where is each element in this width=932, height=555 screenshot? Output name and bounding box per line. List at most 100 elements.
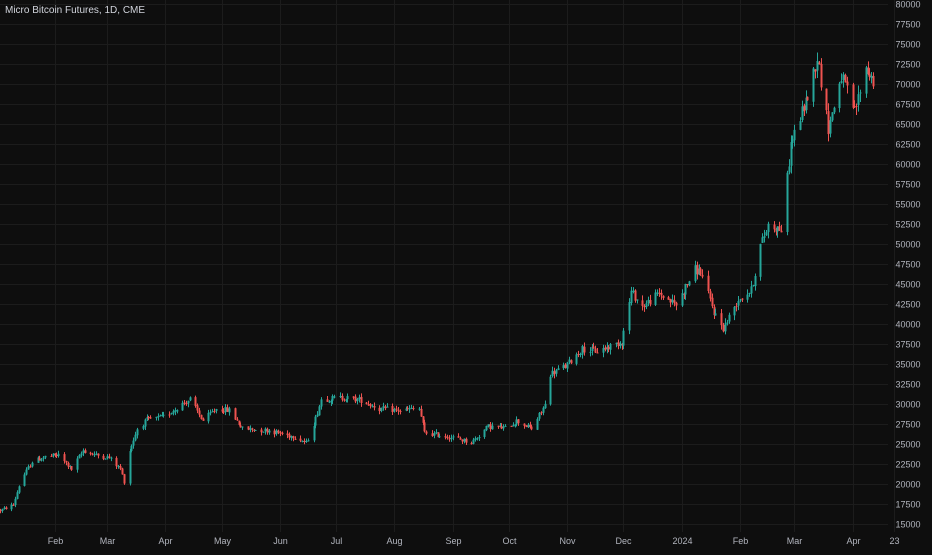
candle-body xyxy=(791,139,794,143)
candle-body xyxy=(857,94,860,105)
candle-body xyxy=(174,409,177,412)
candle-body xyxy=(10,504,13,510)
candle-body xyxy=(805,97,808,111)
candle-body xyxy=(12,504,15,506)
price-tick-label: 67500 xyxy=(895,100,920,110)
candle-body xyxy=(750,286,753,294)
candle-body xyxy=(16,492,19,499)
candle-body xyxy=(67,462,70,467)
time-tick-label: Mar xyxy=(100,536,116,546)
candle-body xyxy=(470,443,473,445)
candle-body xyxy=(699,268,702,275)
candle-body xyxy=(147,417,150,419)
candle-body xyxy=(405,408,408,411)
candle-body xyxy=(290,436,293,438)
candle-body xyxy=(602,348,605,353)
candle-body xyxy=(40,459,43,461)
candle-body xyxy=(489,424,492,429)
candle-body xyxy=(29,466,32,468)
price-tick-label: 32500 xyxy=(895,380,920,390)
candle-body xyxy=(553,371,556,375)
candle-body xyxy=(814,69,817,72)
candle-body xyxy=(369,404,372,407)
time-tick-label: Mar xyxy=(787,536,803,546)
candle-body xyxy=(457,436,460,438)
candle-body xyxy=(194,397,197,406)
candle-body xyxy=(425,431,428,434)
candle-body xyxy=(123,474,126,484)
time-tick-label: Nov xyxy=(559,536,576,546)
candle-body xyxy=(846,81,849,86)
candle-body xyxy=(358,397,361,400)
candle-body xyxy=(339,396,342,398)
price-tick-label: 25000 xyxy=(895,440,920,450)
candle-body xyxy=(636,299,639,301)
candle-body xyxy=(724,323,727,332)
candle-body xyxy=(213,410,216,412)
candle-body xyxy=(438,436,441,438)
candle-body xyxy=(183,402,186,404)
candle-body xyxy=(658,292,661,294)
candle-body xyxy=(686,284,689,286)
candle-body xyxy=(688,281,691,286)
candle-body xyxy=(121,468,124,475)
candle-body xyxy=(281,432,284,434)
candle-body xyxy=(57,453,60,457)
candle-body xyxy=(275,430,278,435)
candle-body xyxy=(852,84,855,108)
candle-body xyxy=(211,411,214,413)
candle-body xyxy=(776,226,779,232)
time-tick-label: Feb xyxy=(733,536,749,546)
candle-body xyxy=(790,142,793,166)
candle-body xyxy=(780,230,783,233)
candle-body xyxy=(853,106,856,108)
candle-body xyxy=(746,294,749,300)
candle-body xyxy=(870,75,873,79)
candle-body xyxy=(110,457,113,459)
candle-body xyxy=(461,439,464,442)
candle-body xyxy=(667,297,670,300)
candle-body xyxy=(106,456,109,459)
candle-body xyxy=(865,67,868,94)
candle-body xyxy=(50,455,53,457)
candle-body xyxy=(634,290,637,301)
candle-body xyxy=(170,413,173,415)
candle-body xyxy=(739,299,742,301)
price-axis[interactable]: 15000 17500 20000 22500 25000 27500 30000 32500… xyxy=(895,0,920,530)
candle-body xyxy=(510,425,513,427)
candle-body xyxy=(748,292,751,294)
candle-body xyxy=(562,365,565,369)
candle-body xyxy=(207,412,210,422)
candle-body xyxy=(536,418,539,430)
candle-body xyxy=(31,462,34,467)
candle-body xyxy=(320,399,323,407)
candle-body xyxy=(63,454,66,462)
candle-body xyxy=(452,436,455,438)
price-tick-label: 65000 xyxy=(895,120,920,130)
candle-body xyxy=(142,426,145,429)
time-tick-label: Oct xyxy=(502,536,517,546)
candle-body xyxy=(301,441,304,443)
candle-body xyxy=(669,298,672,303)
candle-body xyxy=(3,507,6,509)
candle-body xyxy=(159,415,162,417)
candle-body xyxy=(765,232,768,236)
time-tick-label: Apr xyxy=(158,536,172,546)
candle-body xyxy=(305,441,308,443)
candle-body xyxy=(303,440,306,443)
candle-body xyxy=(825,88,828,111)
time-axis[interactable]: Feb Mar Apr May Jun Jul Aug Sep Oct Nov Dec 2024 Feb… xyxy=(48,536,900,546)
candle-body xyxy=(583,346,586,353)
candle-body xyxy=(799,121,802,130)
candle-body xyxy=(157,416,160,418)
candle-body xyxy=(728,314,731,322)
candle-body xyxy=(328,401,331,403)
candle-body xyxy=(134,434,137,441)
candle-body xyxy=(735,306,738,308)
candle-body xyxy=(617,342,620,347)
candle-body xyxy=(446,436,449,439)
candle-body xyxy=(395,408,398,410)
candle-body xyxy=(714,313,717,316)
